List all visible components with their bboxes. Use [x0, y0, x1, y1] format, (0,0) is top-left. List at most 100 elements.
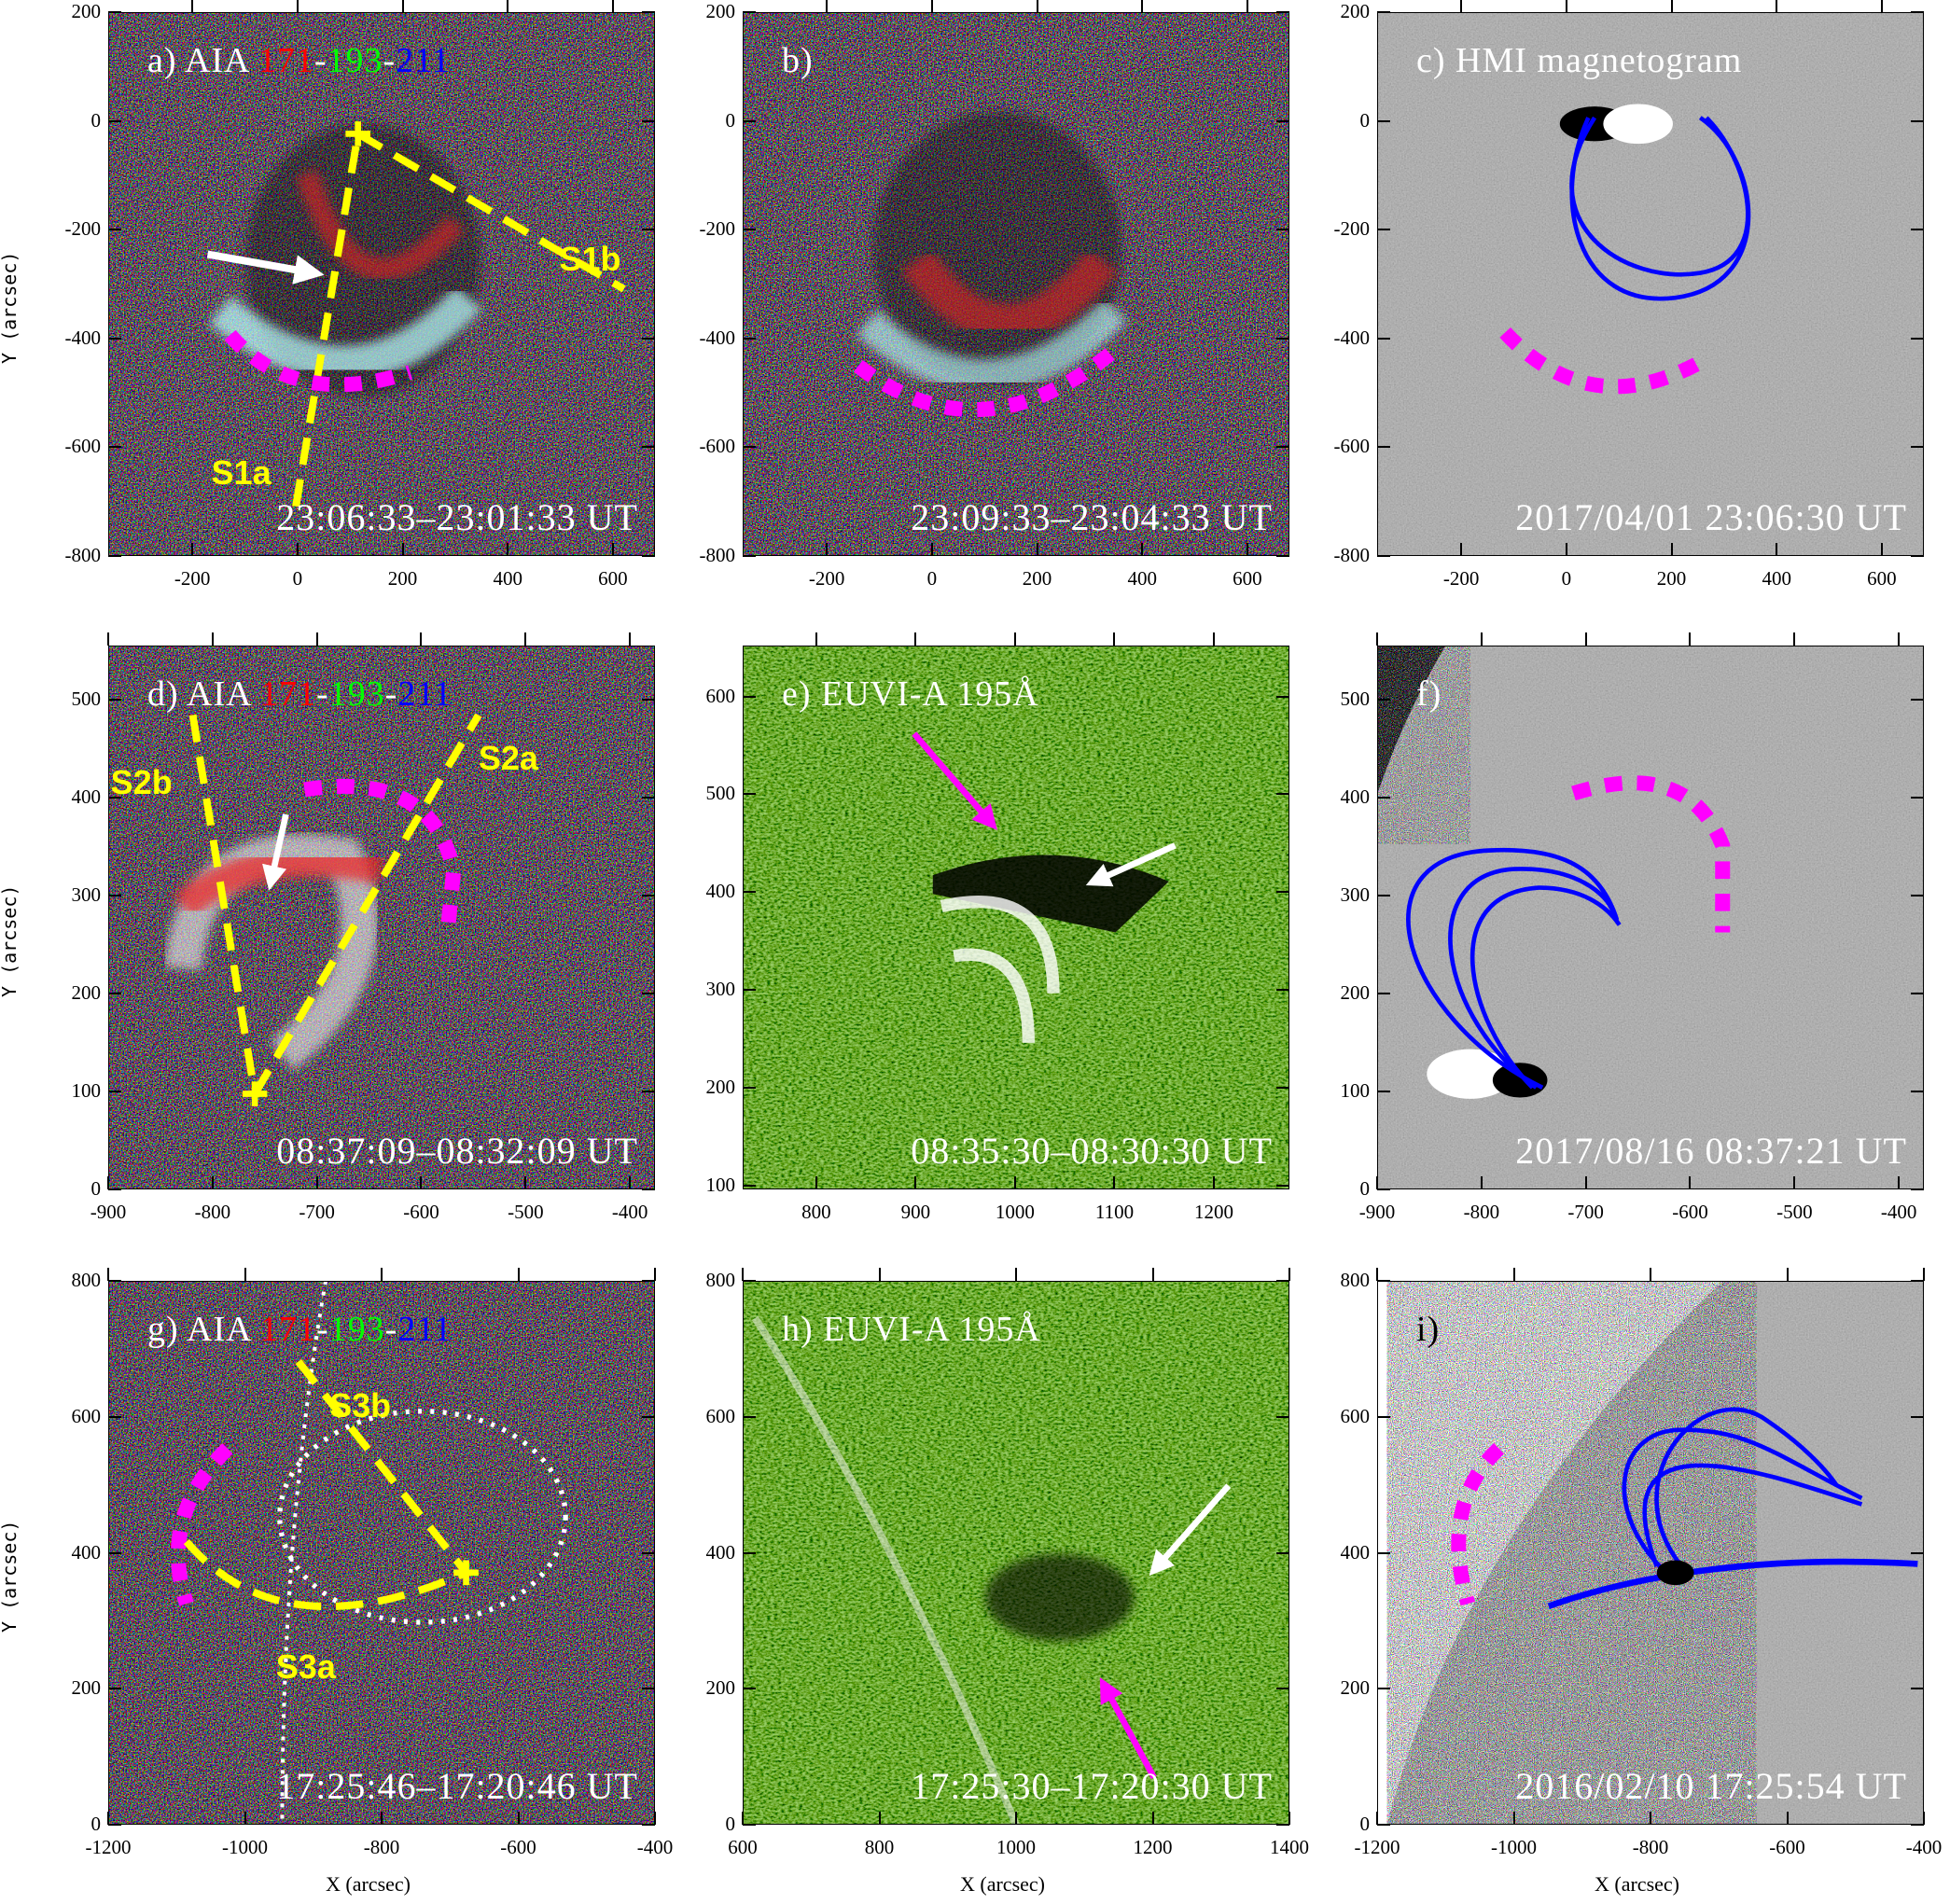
x-tick-label: -1200 — [1354, 1836, 1400, 1858]
y-tick-label: 200 — [71, 980, 102, 1004]
x-tick — [878, 1268, 881, 1281]
x-tick — [1213, 632, 1216, 646]
y-tick-label: 200 — [1340, 980, 1371, 1004]
y-tick-label: -800 — [64, 544, 102, 566]
x-tick-label: 200 — [1656, 567, 1687, 590]
y-tick-label: 300 — [1340, 883, 1371, 906]
red-loops — [901, 248, 1118, 341]
y-tick — [642, 555, 655, 557]
y-tick — [108, 119, 121, 122]
panel-h: 600 800 1000 1200 1400 800 600 400 200 0 h) EUVI-A… — [706, 1268, 1309, 1858]
panel-title-text: b) — [782, 41, 814, 80]
x-tick — [1480, 1176, 1483, 1189]
y-tick — [1911, 1415, 1924, 1418]
x-tick — [1689, 632, 1692, 646]
y-tick — [1377, 1688, 1390, 1690]
x-tick — [1923, 1812, 1925, 1825]
y-tick — [1911, 1280, 1924, 1282]
x-tick-label: -1000 — [222, 1836, 268, 1858]
x-axis-label: X (arcsec) — [326, 1872, 411, 1896]
y-tick — [1276, 1551, 1289, 1554]
positive-polarity — [1427, 1049, 1514, 1099]
panel-title: h) EUVI-A 195Å — [782, 1309, 1041, 1350]
y-tick — [642, 229, 655, 231]
y-tick — [1276, 11, 1289, 13]
x-tick-label: 600 — [1867, 567, 1897, 590]
band-separator: - — [316, 1310, 329, 1349]
x-tick-label: -500 — [1776, 1201, 1813, 1223]
y-tick — [1276, 555, 1289, 557]
y-tick — [642, 1090, 655, 1092]
x-tick-label: 900 — [900, 1201, 931, 1223]
y-tick — [743, 1184, 756, 1187]
y-tick — [743, 337, 756, 340]
y-tick — [108, 1188, 121, 1190]
x-tick — [1246, 0, 1248, 12]
y-tick — [743, 119, 756, 122]
star-marker — [242, 1081, 268, 1106]
x-tick — [211, 632, 214, 646]
x-tick-label: -1200 — [85, 1836, 132, 1858]
y-tick — [1911, 555, 1924, 557]
x-tick — [1689, 1176, 1692, 1189]
field-line — [1569, 116, 1750, 277]
band-separator: - — [313, 41, 327, 80]
x-tick — [611, 543, 614, 556]
y-tick — [108, 555, 121, 557]
x-tick — [1786, 1812, 1789, 1825]
x-tick — [1036, 543, 1038, 556]
x-tick-label: -700 — [299, 1201, 335, 1223]
y-tick-label: -600 — [699, 435, 736, 458]
x-tick-label: -800 — [194, 1201, 231, 1223]
y-tick — [642, 1415, 655, 1418]
panel-title: e) EUVI-A 195Å — [782, 674, 1039, 715]
slit-label: S2a — [478, 738, 538, 777]
y-tick — [743, 11, 756, 13]
y-tick — [642, 1688, 655, 1690]
y-tick — [1377, 119, 1390, 122]
panel-b: -200 0 200 400 600 200 0 -200 -400 -600 -800 b) 23:0… — [700, 0, 1289, 590]
y-tick — [1377, 229, 1390, 231]
y-tick-label: 0 — [1359, 108, 1371, 132]
x-tick — [1793, 1176, 1796, 1189]
x-tick — [1565, 543, 1567, 556]
x-tick — [107, 632, 109, 646]
y-tick — [1276, 989, 1289, 992]
x-tick-label: 0 — [1561, 567, 1572, 590]
positive-polarity — [1603, 104, 1673, 145]
x-tick-label: -400 — [1880, 1201, 1917, 1223]
y-tick-label: 400 — [71, 785, 102, 808]
y-tick — [1276, 1086, 1289, 1089]
y-tick — [1911, 1090, 1924, 1092]
y-tick — [743, 989, 756, 992]
x-tick — [107, 1268, 109, 1281]
timestamp: 08:37:09–08:32:09 UT — [276, 1130, 638, 1172]
y-tick — [743, 793, 756, 796]
x-tick-label: -400 — [636, 1836, 674, 1858]
y-tick-label: 200 — [705, 1075, 736, 1098]
x-tick-label: -500 — [508, 1201, 544, 1223]
negative-polarity — [1492, 1063, 1548, 1098]
y-tick — [1377, 11, 1390, 13]
x-tick — [191, 0, 194, 12]
panel-title-text: g) AIA — [147, 1310, 260, 1349]
x-tick — [1670, 543, 1673, 556]
wave-front-bright — [209, 285, 482, 381]
off-limb — [1377, 646, 1446, 795]
y-tick — [108, 1415, 121, 1418]
slit-label: S1b — [559, 239, 621, 278]
y-tick — [642, 119, 655, 122]
x-tick — [296, 543, 299, 556]
panel-title-text: h) EUVI-A 195Å — [782, 1310, 1041, 1349]
x-tick — [524, 632, 527, 646]
x-axis-label: X (arcsec) — [1595, 1872, 1679, 1896]
x-tick — [517, 1812, 520, 1825]
x-tick — [1793, 632, 1796, 646]
y-tick — [108, 446, 121, 449]
y-tick — [743, 891, 756, 894]
y-tick-label: 0 — [91, 1813, 102, 1835]
x-tick — [507, 543, 509, 556]
x-tick-label: 600 — [728, 1836, 758, 1858]
x-tick — [1880, 543, 1883, 556]
y-tick-label: 0 — [725, 108, 736, 132]
